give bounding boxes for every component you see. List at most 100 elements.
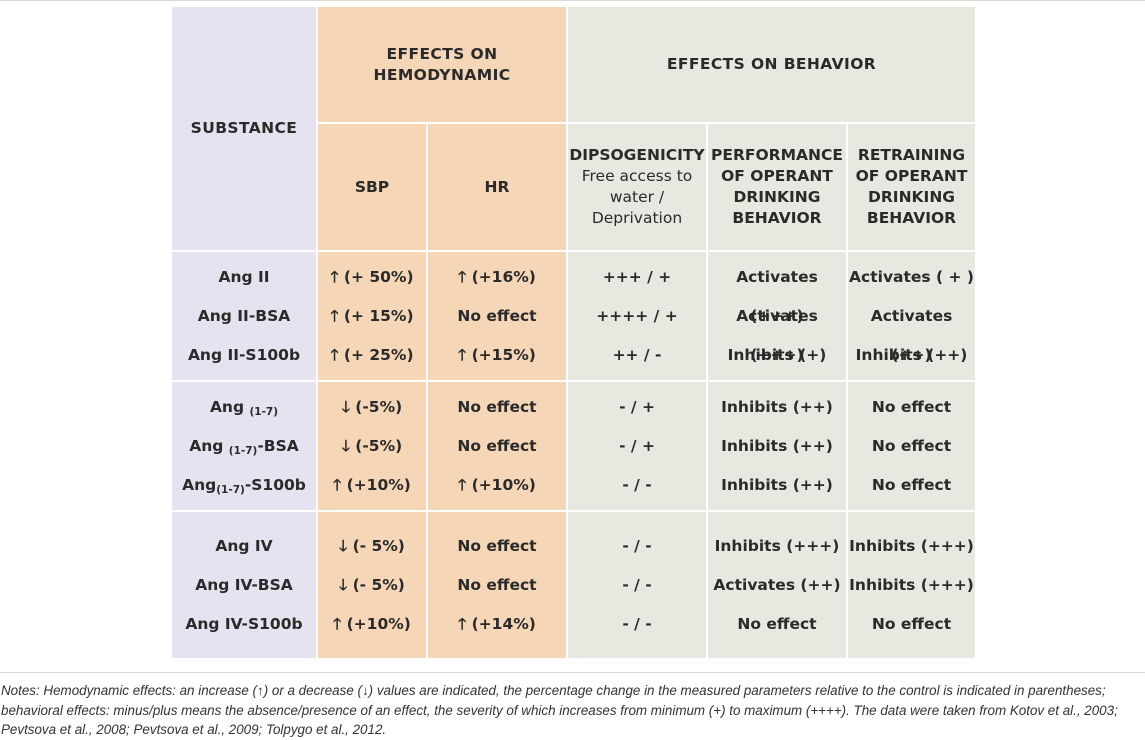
substance-name: Ang IV — [215, 536, 273, 555]
hr-cell: No effect No effect 🡑 (+10%) — [426, 380, 568, 512]
dipsogenicity-value: ++ / - — [612, 345, 662, 364]
hr-value: 🡑 (+15%) — [458, 345, 536, 364]
hr-value: 🡑 (+10%) — [458, 475, 536, 494]
retraining-line1: RETRAINING — [857, 146, 966, 164]
dipsogenicity-sub2: water / — [609, 188, 665, 206]
substance-name: Ang (1-7)-BSA — [172, 427, 316, 466]
performance-line4: BEHAVIOR — [732, 209, 822, 227]
performance-value: Inhibits (++) — [721, 436, 833, 455]
substance-prefix: Ang — [182, 475, 217, 494]
sbp-value: 🡑 (+ 50%) — [330, 267, 414, 286]
dipsogenicity-header: DIPSOGENICITY Free access to water / Dep… — [566, 122, 708, 252]
substance-cell: Ang (1-7) Ang (1-7)-BSA Ang(1-7)-S100b — [170, 380, 318, 512]
retraining-line2: OF OPERANT — [855, 167, 968, 185]
substance-cell: Ang IV Ang IV-BSA Ang IV-S100b — [170, 510, 318, 660]
substance-name: Ang(1-7)-S100b — [172, 466, 316, 505]
hr-value: No effect — [457, 536, 537, 555]
retraining-value: No effect — [871, 436, 952, 455]
substance-suffix: -S100b — [244, 475, 306, 494]
substance-prefix: Ang — [189, 436, 229, 455]
hr-value: No effect — [457, 436, 537, 455]
bottom-rule — [0, 672, 1145, 673]
retraining-value: Inhibits (+++) — [849, 575, 974, 594]
performance-value: Activates (+++) — [736, 306, 818, 364]
substance-subscript: (1-7) — [216, 483, 245, 496]
substance-header-label: SUBSTANCE — [190, 119, 298, 137]
behavior-header: EFFECTS ON BEHAVIOR — [565, 5, 978, 124]
retraining-value: No effect — [871, 614, 952, 633]
hr-value: 🡑 (+16%) — [458, 267, 536, 286]
sbp-header: SBP — [316, 122, 428, 252]
dipsogenicity-value: - / - — [622, 614, 652, 633]
retraining-line4: BEHAVIOR — [866, 209, 957, 227]
dipsogenicity-value: - / + — [619, 397, 655, 416]
header-row-2: SBP HR DIPSOGENICITY Free access to wate… — [171, 122, 978, 252]
substance-name: Ang IV-S100b — [185, 614, 303, 633]
dipsogenicity-sub1: Free access to — [581, 167, 693, 185]
retraining-value: No effect — [871, 475, 952, 494]
dipsogenicity-value: - / + — [619, 436, 655, 455]
sbp-value: 🡓 (- 5%) — [339, 575, 405, 594]
performance-line1: PERFORMANCE — [711, 146, 843, 164]
performance-value: Inhibits (+++) — [714, 536, 840, 555]
hr-value: No effect — [457, 306, 537, 325]
effects-table: SUBSTANCE EFFECTS ON HEMODYNAMIC EFFECTS… — [170, 5, 978, 660]
group-ang-iv: Ang IV Ang IV-BSA Ang IV-S100b 🡓 (- 5%) … — [170, 510, 978, 660]
sbp-cell: 🡓 (-5%) 🡓 (-5%) 🡑 (+10%) — [316, 380, 428, 512]
performance-value: Activates (++) — [713, 575, 841, 594]
performance-cell: Activates (+++) Activates (+++) Inhibits… — [706, 250, 848, 382]
dipsogenicity-value: +++ / + — [602, 267, 672, 286]
substance-name: Ang II-S100b — [187, 345, 301, 364]
substance-prefix: Ang — [209, 397, 250, 416]
retraining-value: Inhibits (++) — [855, 345, 968, 364]
performance-line2: OF OPERANT — [721, 167, 833, 185]
hr-cell: No effect No effect 🡑 (+14%) — [426, 510, 568, 660]
performance-value: Inhibits (++) — [721, 475, 833, 494]
substance-name: Ang II — [218, 267, 270, 286]
substance-suffix: -BSA — [257, 436, 299, 455]
dipsogenicity-title: DIPSOGENICITY — [569, 146, 705, 164]
sbp-value: 🡑 (+10%) — [333, 614, 411, 633]
sbp-value: 🡑 (+ 15%) — [330, 306, 414, 325]
hr-header-label: HR — [484, 177, 510, 196]
substance-subscript: (1-7) — [249, 405, 279, 418]
performance-value: Activates (+++) — [736, 267, 818, 325]
retraining-cell: Inhibits (+++) Inhibits (+++) No effect — [845, 510, 978, 660]
hr-value: No effect — [457, 397, 537, 416]
hemodynamic-header-line2: HEMODYNAMIC — [373, 65, 511, 84]
performance-header: PERFORMANCE OF OPERANT DRINKING BEHAVIOR — [706, 122, 848, 252]
hemodynamic-header: EFFECTS ON HEMODYNAMIC — [316, 5, 568, 124]
table-notes: Notes: Hemodynamic effects: an increase … — [1, 683, 1118, 737]
substance-subscript: (1-7) — [228, 444, 258, 457]
sbp-value: 🡑 (+ 25%) — [330, 345, 414, 364]
dipsogenicity-value: - / - — [622, 475, 652, 494]
substance-name: Ang IV-BSA — [195, 575, 293, 594]
retraining-value: Activates (++) — [870, 306, 953, 364]
sbp-header-label: SBP — [354, 177, 390, 196]
dipsogenicity-value: - / - — [622, 536, 652, 555]
behavior-header-label: EFFECTS ON BEHAVIOR — [666, 55, 877, 73]
retraining-line3: DRINKING — [868, 188, 956, 206]
dipsogenicity-value: ++++ / + — [596, 306, 678, 325]
retraining-value: No effect — [871, 397, 952, 416]
performance-cell: Inhibits (++) Inhibits (++) Inhibits (++… — [706, 380, 848, 512]
performance-line3: DRINKING — [733, 188, 821, 206]
substance-cell: Ang II Ang II-BSA Ang II-S100b — [170, 250, 318, 382]
sbp-value: 🡑 (+10%) — [333, 475, 411, 494]
performance-value: Inhibits (++) — [721, 397, 833, 416]
sbp-cell: 🡓 (- 5%) 🡓 (- 5%) 🡑 (+10%) — [316, 510, 428, 660]
sbp-value: 🡓 (-5%) — [341, 436, 403, 455]
retraining-value: Inhibits (+++) — [849, 536, 974, 555]
top-rule — [0, 0, 1145, 1]
dipsogenicity-sub3: Deprivation — [591, 209, 683, 227]
hr-header: HR — [426, 122, 568, 252]
sbp-value: 🡓 (- 5%) — [339, 536, 405, 555]
dipsogenicity-cell: +++ / + ++++ / + ++ / - — [566, 250, 708, 382]
retraining-value: Activates ( + ) — [849, 267, 974, 286]
sbp-value: 🡓 (-5%) — [341, 397, 403, 416]
hemodynamic-header-line1: EFFECTS ON — [386, 44, 498, 63]
retraining-cell: Activates ( + ) Activates (++) Inhibits … — [845, 250, 978, 382]
retraining-cell: No effect No effect No effect — [845, 380, 978, 512]
substance-name: Ang (1-7) — [172, 388, 316, 427]
performance-value: Inhibits (+) — [727, 345, 827, 364]
